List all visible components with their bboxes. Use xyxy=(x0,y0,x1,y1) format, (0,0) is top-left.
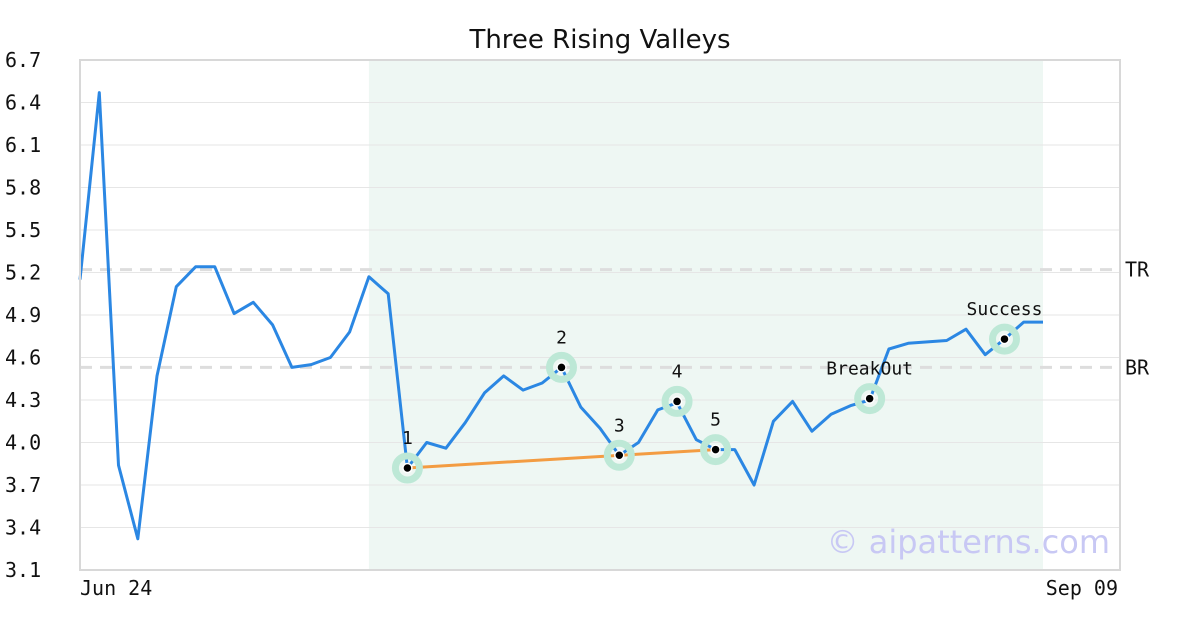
marker-halo xyxy=(854,383,886,415)
marker-label: 2 xyxy=(556,327,567,348)
y-tick-label: 4.0 xyxy=(5,431,41,455)
marker-halo xyxy=(700,434,732,466)
chart-title: Three Rising Valleys xyxy=(468,25,730,55)
marker-label: 5 xyxy=(710,410,721,431)
reference-line-label: BR xyxy=(1125,355,1150,379)
x-tick-label: Jun 24 xyxy=(80,576,152,600)
marker-dot xyxy=(556,362,567,373)
y-tick-label: 4.6 xyxy=(5,346,41,370)
marker-dot xyxy=(710,444,721,455)
y-tick-label: 6.4 xyxy=(5,91,41,115)
trendline xyxy=(407,448,716,470)
y-tick-label: 5.8 xyxy=(5,176,41,200)
marker-halo xyxy=(988,323,1020,355)
plot-frame xyxy=(79,59,1121,571)
marker-halo xyxy=(661,385,693,417)
marker-halo xyxy=(546,351,577,383)
marker-label: Success xyxy=(967,299,1043,320)
y-tick-label: 5.2 xyxy=(5,261,41,285)
watermark: © aipatterns.com xyxy=(827,523,1110,561)
y-tick-label: 5.5 xyxy=(5,218,41,242)
marker-label: BreakOut xyxy=(826,359,913,380)
reference-line-label: TR xyxy=(1125,258,1150,282)
marker-dot xyxy=(671,396,683,407)
marker-halo xyxy=(391,452,423,484)
markers-layer: 1 2 3 4 5 BreakOut Success xyxy=(391,299,1043,484)
marker-dot xyxy=(864,393,875,404)
marker-label: 3 xyxy=(614,415,625,436)
marker-dot xyxy=(999,333,1010,345)
reference-lines: TR BR xyxy=(80,258,1150,379)
axis-ticks: 6.7 6.4 6.1 5.8 5.5 5.2 4.9 4.6 4.3 4.0 3.7 3.4 3.1 J… xyxy=(5,48,1118,600)
y-tick-label: 3.7 xyxy=(5,473,41,497)
y-tick-label: 6.1 xyxy=(5,133,41,157)
marker-dot xyxy=(614,450,625,461)
x-tick-label: Sep 09 xyxy=(1046,576,1118,600)
marker-halo xyxy=(603,439,635,471)
marker-dot xyxy=(402,462,413,474)
y-tick-label: 4.3 xyxy=(5,388,41,412)
marker-label: 1 xyxy=(402,428,413,449)
y-tick-label: 3.4 xyxy=(5,516,41,540)
y-tick-label: 3.1 xyxy=(5,558,41,582)
y-tick-label: 4.9 xyxy=(5,303,41,327)
y-tick-label: 6.7 xyxy=(5,48,41,72)
marker-label: 4 xyxy=(672,361,683,382)
gridlines xyxy=(80,59,1120,571)
trendline-layer xyxy=(407,448,716,470)
